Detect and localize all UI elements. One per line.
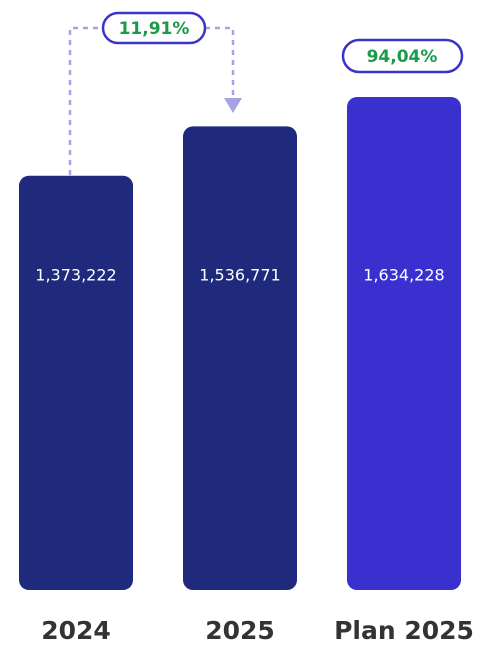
annotation-box — [101, 11, 207, 45]
growth-annotation: 11,91% — [119, 19, 190, 39]
growth-connector — [68, 26, 235, 185]
annotation-box — [341, 38, 464, 74]
connector-arrow — [224, 98, 242, 113]
value-label: 1,536,771 — [199, 266, 280, 285]
category-label: Plan 2025 — [334, 616, 474, 645]
bar — [19, 175, 133, 590]
plan-annotation: 94,04% — [367, 47, 438, 67]
bar — [183, 126, 297, 591]
value-label: 1,634,228 — [363, 266, 444, 285]
category-label: 2025 — [205, 616, 275, 645]
category-label: 2024 — [41, 616, 111, 645]
bar — [347, 97, 461, 590]
value-label: 1,373,222 — [35, 266, 116, 285]
